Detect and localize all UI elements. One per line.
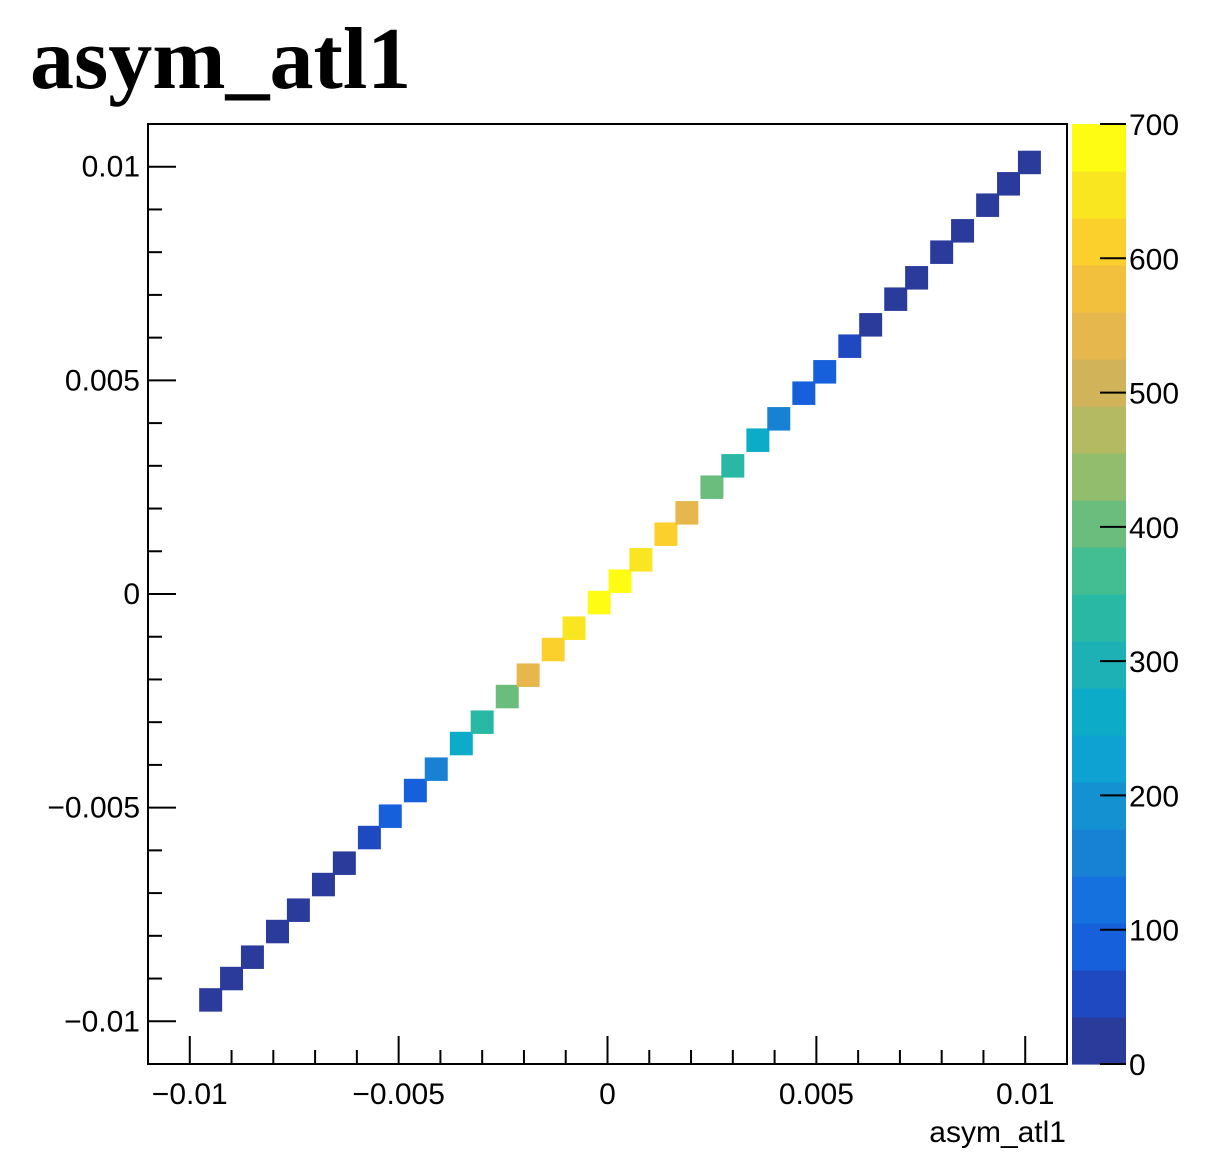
heatmap-bin-1	[220, 966, 244, 991]
heatmap-bin-29	[859, 313, 883, 337]
color-scale-label: 0	[1129, 1049, 1146, 1082]
heatmap-bin-28	[838, 334, 862, 358]
x-tick-label: 0	[599, 1078, 616, 1111]
x-axis: −0.01 −0.005 0 0.005 0.01	[147, 1036, 1068, 1111]
color-scale-segment	[1072, 688, 1126, 736]
heatmap-bin-21	[675, 501, 699, 525]
color-scale-label: 200	[1129, 780, 1179, 813]
heatmap-bin-27	[813, 360, 837, 384]
heatmap-bin-3	[266, 919, 289, 944]
heatmap-bin-14	[516, 663, 540, 687]
color-scale-segment	[1072, 547, 1126, 595]
color-scale-segment	[1072, 641, 1126, 689]
heatmap-bin-22	[700, 475, 724, 499]
heatmap-bin-11	[449, 731, 473, 756]
heatmap-bin-8	[378, 804, 402, 828]
color-scale-label: 300	[1129, 646, 1179, 679]
heatmap-bin-17	[587, 590, 611, 615]
heatmap-bin-25	[767, 407, 791, 431]
heatmap-bin-34	[976, 193, 1000, 217]
color-scale-segment	[1072, 829, 1126, 877]
heatmap-bin-0	[199, 988, 223, 1012]
heatmap-bin-23	[721, 454, 745, 478]
y-tick-label: 0	[123, 578, 140, 611]
x-tick-label: 0.01	[996, 1078, 1054, 1111]
heatmap-bin-13	[495, 684, 519, 709]
color-scale-segment	[1072, 171, 1126, 219]
heatmap-bin-26	[792, 381, 816, 405]
y-tick-label: −0.01	[64, 1005, 140, 1038]
color-scale-segment	[1072, 265, 1126, 313]
x-axis-label: asym_atl1	[929, 1116, 1066, 1149]
color-scale-segment	[1072, 1017, 1126, 1065]
heatmap-bin-36	[1017, 150, 1041, 175]
heatmap-bin-6	[332, 851, 356, 875]
color-scale-segment	[1072, 406, 1126, 454]
heatmap-bin-32	[930, 240, 954, 264]
x-tick-label: −0.01	[152, 1078, 228, 1111]
color-scale-segment	[1072, 923, 1126, 971]
heatmap-bin-7	[357, 825, 381, 850]
x-tick-label: −0.005	[352, 1078, 445, 1111]
color-scale-segment	[1072, 594, 1126, 642]
y-tick-label: 0.01	[82, 151, 140, 184]
color-scale-label: 600	[1129, 243, 1179, 276]
heatmap-bin-12	[470, 710, 494, 734]
heatmap-bins	[199, 150, 1041, 1012]
heatmap-bin-20	[654, 522, 678, 546]
heatmap-bin-2	[240, 945, 264, 969]
color-scale-segment	[1072, 970, 1126, 1018]
color-scale-label: 100	[1129, 915, 1179, 948]
heatmap-bin-16	[562, 616, 586, 640]
color-scale-label: 400	[1129, 512, 1179, 545]
color-scale-segment	[1072, 735, 1126, 783]
color-scale-label: 500	[1129, 378, 1179, 411]
chart-title: asym_atl1	[30, 11, 412, 108]
heatmap-bin-9	[403, 778, 427, 803]
color-scale-segment	[1072, 359, 1126, 407]
heatmap-bin-31	[905, 266, 929, 290]
color-scale-segment	[1072, 312, 1126, 360]
color-scale-segment	[1072, 124, 1126, 172]
heatmap-bin-4	[286, 898, 310, 922]
heatmap-bin-19	[629, 548, 653, 572]
color-scale-segment	[1072, 453, 1126, 501]
x-tick-label: 0.005	[779, 1078, 854, 1111]
heatmap-bin-35	[997, 172, 1021, 196]
y-tick-label: −0.005	[47, 792, 140, 825]
heatmap-bin-30	[884, 287, 908, 311]
heatmap-bin-5	[311, 872, 335, 897]
heatmap-bin-15	[541, 637, 565, 662]
color-scale-segment	[1072, 782, 1126, 830]
heatmap-bin-24	[746, 428, 770, 452]
color-scale-label: 700	[1129, 109, 1179, 142]
y-axis: −0.01 −0.005 0 0.005 0.01	[47, 123, 176, 1065]
color-scale-segment	[1072, 500, 1126, 548]
color-scale-bar: 0 100 200 300 400 500 600 700	[1072, 109, 1179, 1082]
color-scale-segment	[1072, 876, 1126, 924]
plot-frame	[147, 123, 1068, 1065]
heatmap-bin-33	[951, 219, 975, 243]
heatmap-bin-18	[608, 569, 632, 593]
heatmap-bin-10	[424, 757, 448, 781]
y-tick-label: 0.005	[65, 364, 140, 397]
